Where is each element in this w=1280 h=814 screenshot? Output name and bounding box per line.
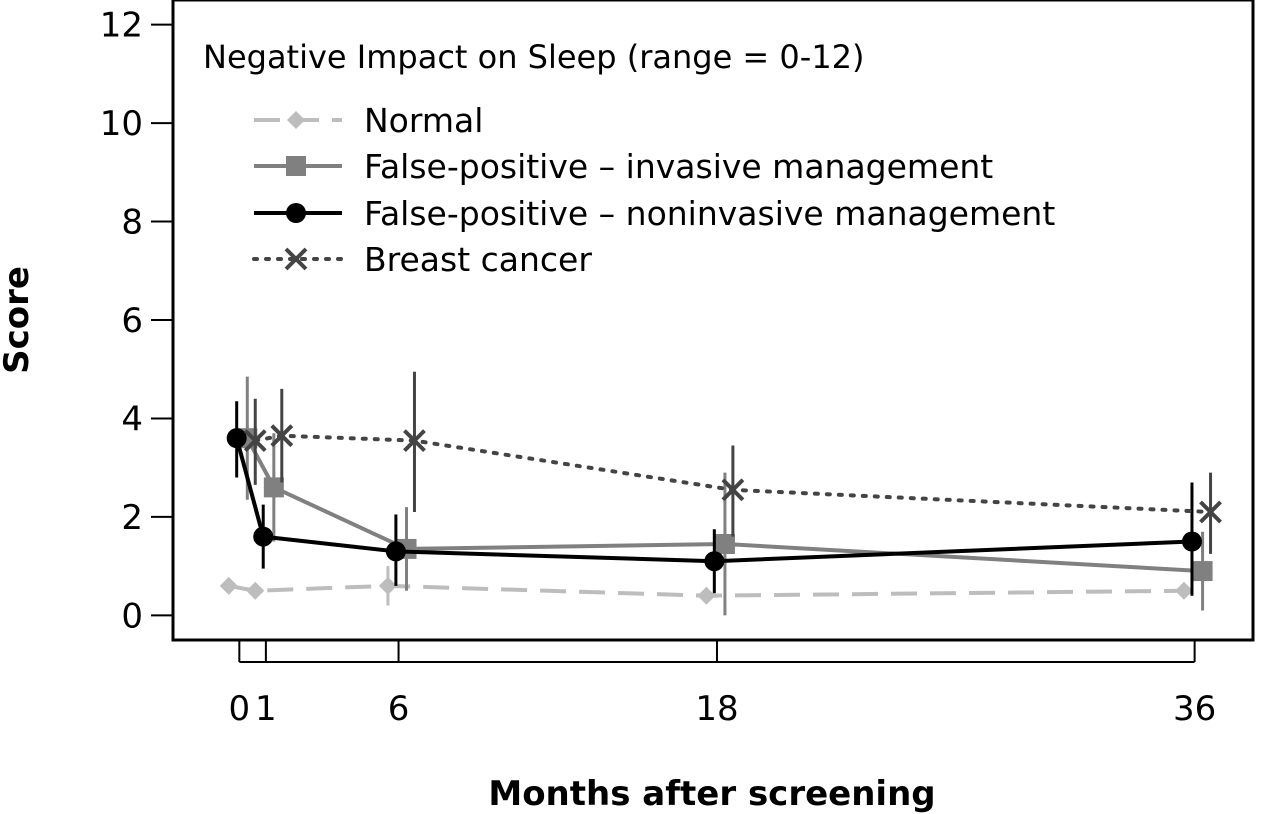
data-point [253,526,274,547]
data-point [1192,561,1213,582]
x-axis: 0 1 6 18 36 [229,640,1216,729]
y-tick-label: 12 [100,6,143,46]
data-point [246,581,265,600]
data-point-stroke [270,424,294,448]
data-point [403,429,426,453]
y-tick-label: 4 [121,399,143,439]
chart-title: Negative Impact on Sleep (range = 0-12) [203,38,865,76]
data-point [286,156,306,176]
data-point [219,576,238,595]
data-point [1199,500,1222,524]
y-tick-label: 10 [100,104,143,144]
legend-item: Normal [254,101,483,140]
data-point [226,428,247,449]
series [219,566,1194,606]
data-point [270,424,294,448]
data-point-stroke [284,247,308,271]
data-point [1175,581,1194,600]
data-point [287,111,305,129]
data-point [1181,531,1202,552]
data-point-stroke [1199,500,1222,524]
series [243,371,1222,554]
y-tick-label: 0 [121,596,143,636]
legend-item: False-positive – invasive management [254,147,993,186]
data-point [704,551,725,572]
x-tick-label: 0 [229,689,251,729]
series [226,401,1202,596]
data-point [286,203,306,223]
y-axis-title: Score [0,266,37,374]
x-tick-label: 1 [255,689,277,729]
y-tick-label: 2 [121,498,143,538]
x-axis-title: Months after screening [488,774,935,814]
y-axis: 0 2 4 6 8 10 12 [100,6,173,636]
data-point-stroke [403,429,426,453]
data-point [284,247,308,271]
x-tick-label: 18 [695,689,738,729]
y-tick-label: 8 [121,203,143,243]
series-layer [219,371,1222,616]
legend: Normal False-positive – invasive manageme… [252,101,1055,279]
data-point-stroke [243,429,267,453]
y-tick-label: 6 [121,301,143,341]
data-point [385,541,406,562]
data-point-stroke [721,478,745,502]
data-point [378,576,397,595]
legend-item: False-positive – noninvasive management [254,194,1055,233]
legend-label: Breast cancer [364,240,592,279]
legend-label: Normal [364,101,483,140]
data-point [263,477,284,498]
data-point [697,586,716,605]
legend-item: Breast cancer [252,240,592,279]
legend-label: False-positive – invasive management [364,147,993,186]
x-tick-label: 36 [1173,689,1216,729]
data-point [714,534,735,554]
x-tick-label: 6 [388,689,410,729]
legend-label: False-positive – noninvasive management [364,194,1055,233]
data-point [721,478,745,502]
data-point [243,429,267,453]
